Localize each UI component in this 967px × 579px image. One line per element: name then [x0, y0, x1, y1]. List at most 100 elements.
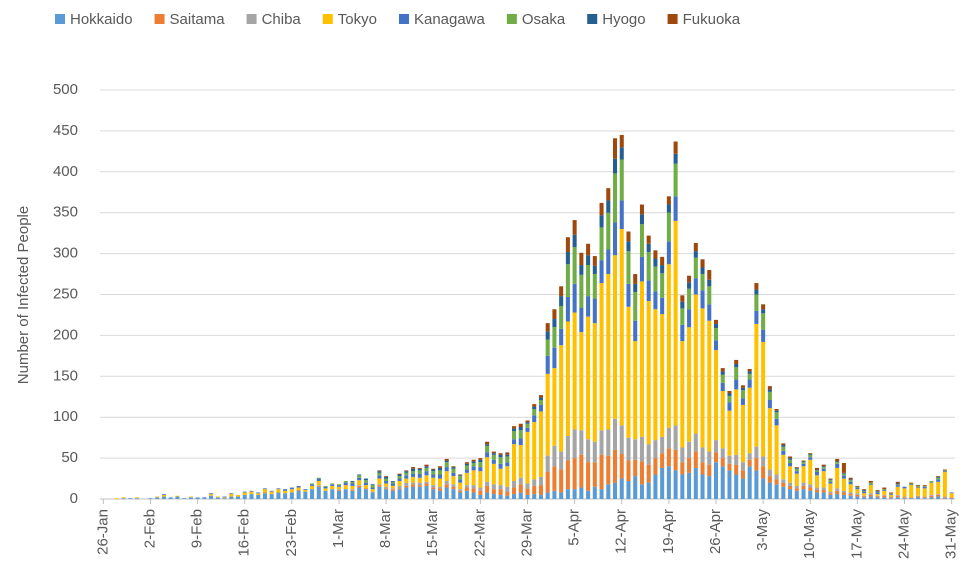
- bar-segment: [262, 489, 267, 493]
- bar-segment: [498, 463, 503, 469]
- bar-segment: [673, 163, 678, 197]
- bar-segment: [606, 274, 611, 430]
- bar-segment: [841, 475, 846, 479]
- legend-swatch: [587, 14, 598, 24]
- bar-segment: [613, 138, 618, 159]
- bar-segment: [828, 491, 833, 494]
- bar-segment: [586, 243, 591, 256]
- bar-segment: [565, 237, 570, 252]
- bar-segment: [895, 486, 900, 495]
- bar-segment: [633, 292, 638, 321]
- bar-segment: [740, 390, 745, 399]
- bar-segment: [592, 256, 597, 266]
- bar-segment: [491, 494, 496, 499]
- bar-segment: [397, 485, 402, 489]
- bar-segment: [808, 484, 813, 488]
- legend-label: Tokyo: [338, 11, 377, 28]
- bar-segment: [491, 484, 496, 490]
- bar-segment: [794, 468, 799, 472]
- bar-segment: [377, 470, 382, 472]
- bar-segment: [518, 430, 523, 439]
- bar-segment: [424, 485, 429, 499]
- bar-segment: [700, 290, 705, 309]
- bar-segment: [532, 494, 537, 499]
- bar-segment: [794, 490, 799, 499]
- bar-segment: [909, 498, 914, 499]
- bar-segment: [303, 489, 308, 491]
- bar-segment: [545, 492, 550, 499]
- x-tick-label: 22-Mar: [471, 509, 488, 557]
- bar-segment: [552, 309, 557, 320]
- bar-segment: [639, 214, 644, 225]
- y-tick-label: 300: [53, 245, 78, 262]
- bar-segment: [882, 489, 887, 491]
- bar-segment: [929, 495, 934, 498]
- bar-segment: [754, 283, 759, 290]
- bar-segment: [188, 496, 193, 498]
- bar-segment: [458, 482, 463, 490]
- bar-segment: [384, 478, 389, 482]
- bar-segment: [498, 468, 503, 486]
- bar-segment: [909, 485, 914, 498]
- x-tick-label: 16-Feb: [236, 509, 253, 557]
- bar-segment: [835, 488, 840, 491]
- bar-segment: [855, 494, 860, 497]
- bar-segment: [613, 482, 618, 499]
- bar-segment: [915, 485, 920, 486]
- bar-segment: [242, 492, 247, 495]
- bar-segment: [767, 408, 772, 470]
- bar-segment: [525, 422, 530, 424]
- bar-segment: [377, 478, 382, 485]
- bar-segment: [889, 497, 894, 499]
- bar-segment: [417, 485, 422, 487]
- bar-segment: [316, 477, 321, 479]
- bar-segment: [626, 460, 631, 482]
- bar-segment: [754, 323, 759, 447]
- bar-segment: [626, 283, 631, 307]
- bar-segment: [734, 474, 739, 499]
- bar-segment: [579, 274, 584, 308]
- bar-segment: [512, 439, 517, 445]
- bar-segment: [397, 478, 402, 482]
- bar-segment: [882, 487, 887, 490]
- bar-segment: [626, 306, 631, 438]
- bar-segment: [646, 235, 651, 244]
- bar-segment: [471, 461, 476, 464]
- bar-segment: [942, 498, 947, 499]
- bar-segment: [592, 462, 597, 487]
- bar-segment: [747, 379, 752, 388]
- bar-segment: [700, 462, 705, 475]
- bar-segment: [713, 462, 719, 499]
- bar-segment: [936, 481, 941, 495]
- bar-segment: [814, 490, 820, 493]
- bar-segment: [343, 481, 348, 483]
- bar-segment: [397, 473, 402, 475]
- bar-segment: [747, 466, 752, 499]
- bar-segment: [619, 147, 624, 160]
- bar-segment: [727, 455, 732, 464]
- bar-segment: [929, 497, 934, 499]
- bar-segment: [855, 485, 860, 487]
- bar-segment: [814, 469, 820, 471]
- bar-segment: [862, 496, 867, 498]
- bar-segment: [411, 476, 416, 483]
- bar-segment: [606, 188, 611, 201]
- bar-segment: [538, 485, 543, 495]
- bar-segment: [404, 478, 409, 483]
- bar-segment: [242, 494, 247, 499]
- bar-segment: [498, 454, 503, 458]
- bar-segment: [639, 204, 644, 215]
- bar-segment: [882, 490, 887, 491]
- bar-segment: [336, 490, 342, 491]
- bar-segment: [666, 466, 671, 499]
- bar-segment: [572, 489, 577, 499]
- bar-segment: [606, 455, 611, 485]
- bar-segment: [417, 486, 422, 499]
- bar-segment: [458, 479, 463, 483]
- bar-segment: [646, 243, 651, 252]
- bar-segment: [915, 486, 920, 488]
- bar-segment: [121, 497, 126, 499]
- bar-segment: [532, 422, 537, 480]
- bar-segment: [478, 471, 483, 488]
- bar-segment: [377, 485, 382, 487]
